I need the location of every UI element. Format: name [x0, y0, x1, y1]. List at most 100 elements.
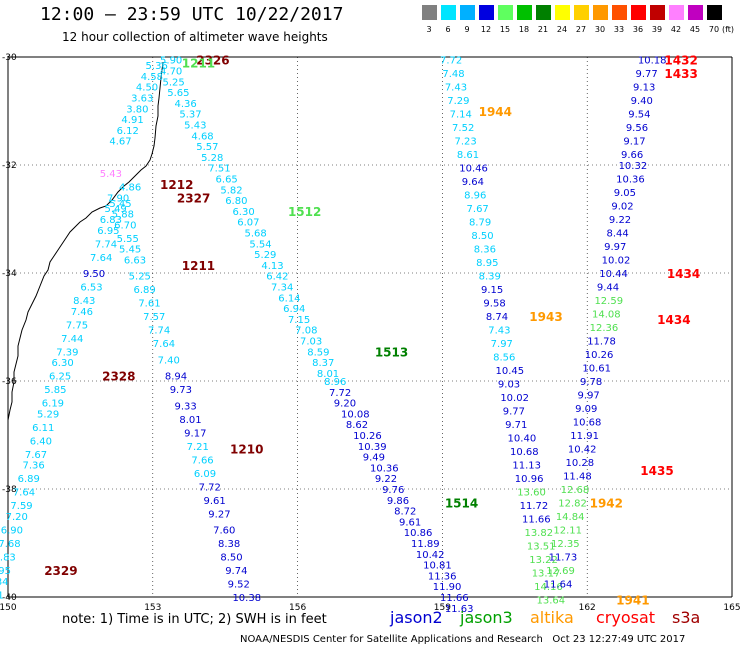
wave-height-value: 7.21 [187, 442, 209, 453]
legend-label: 9 [464, 25, 470, 34]
wave-height-value: 8.79 [469, 218, 491, 229]
wave-height-value: 4.91 [121, 115, 143, 126]
wave-height-value: 9.71 [505, 420, 527, 431]
pass-time-label: 2327 [177, 191, 210, 205]
legend-label: 3 [426, 25, 432, 34]
wave-height-value: 7.60 [213, 526, 235, 537]
wave-height-value: 4.70 [160, 67, 182, 78]
wave-height-value: 10.68 [573, 418, 602, 429]
wave-height-value: 7.44 [61, 334, 83, 345]
wave-height-value: 7.43 [445, 83, 467, 94]
wave-height-value: 6.25 [49, 372, 71, 383]
pass-time-label: 1212 [160, 178, 193, 192]
wave-height-value: 10.39 [358, 442, 387, 453]
wave-height-value: 4.68 [191, 131, 213, 142]
wave-height-value: 9.86 [387, 496, 409, 507]
wave-height-value: 9.73 [170, 385, 192, 396]
wave-height-value: 4.58 [141, 72, 163, 83]
wave-height-value: 4.36 [175, 99, 197, 110]
wave-height-value: 8.96 [324, 377, 346, 388]
wave-height-value: 7.72 [199, 482, 221, 493]
pass-time-label: 1211 [182, 56, 215, 70]
longitude-tick-labels: 150 153 156 159 162 165 [0, 603, 740, 613]
wave-height-value: 7.67 [467, 204, 489, 215]
wave-height-value: 5.54 [249, 239, 271, 250]
wave-height-value: 5.85 [44, 385, 66, 396]
wave-height-value: 9.78 [580, 377, 602, 388]
wave-height-value: 14.84 [556, 512, 585, 523]
legend-label: 39 [651, 25, 663, 34]
wave-height-value: 7.74 [148, 326, 170, 337]
pass-time-label: 1432 [664, 54, 697, 68]
wave-height-value: 10.42 [568, 445, 597, 456]
wave-height-value: 5.36 [146, 61, 168, 72]
wave-height-value: 5.68 [245, 229, 267, 240]
wave-height-value: 7.34 [271, 283, 293, 294]
wave-height-value: 11.66 [440, 593, 469, 604]
wave-height-value: 8.50 [471, 231, 493, 242]
wave-height-value: 9.64 [462, 177, 484, 188]
wave-height-value: 6.19 [42, 399, 64, 410]
wave-height-value: 8.94 [165, 372, 187, 383]
wave-height-value: 10.36 [616, 175, 645, 186]
wave-height-value: 7.66 [191, 455, 213, 466]
wave-height-value: 3.63 [131, 94, 153, 105]
wave-height-value: 11.89 [411, 539, 440, 550]
legend-label: 6 [445, 25, 451, 34]
wave-height-value: 9.33 [175, 401, 197, 412]
wave-height-value: 5.65 [167, 88, 189, 99]
wave-height-value: 8.61 [457, 150, 479, 161]
wave-height-value: 11.63 [445, 604, 474, 615]
pass-time-label: 1434 [657, 313, 690, 327]
wave-height-value: 6.30 [232, 207, 254, 218]
wave-height-value: 4.86 [119, 183, 141, 194]
legend-label: 36 [632, 25, 644, 34]
wave-height-value: 10.26 [585, 350, 614, 361]
legend-swatch [498, 5, 513, 20]
wave-height-value: 7.08 [295, 326, 317, 337]
legend-swatch [517, 5, 532, 20]
wave-height-value: 8.34 [0, 577, 9, 588]
pass-time-label: 1513 [375, 345, 408, 359]
wave-height-value: 14.08 [592, 310, 621, 321]
wave-height-value: 6.80 [225, 196, 247, 207]
wave-height-value: 10.45 [495, 366, 524, 377]
wave-height-value: 10.68 [510, 447, 539, 458]
wave-height-value: 7.72 [440, 56, 462, 67]
wave-height-value: 5.82 [220, 185, 242, 196]
wave-height-value: 7.51 [208, 164, 230, 175]
wave-height-value: 6.95 [97, 226, 119, 237]
legend-label: 12 [480, 25, 492, 34]
latitude-tick-label: -30 [2, 53, 17, 63]
wave-height-value: 4.50 [136, 83, 158, 94]
pass-time-label: 1941 [616, 594, 649, 608]
wave-height-value: 5.25 [129, 272, 151, 283]
note-text: note: 1) Time is in UTC; 2) SWH is in fe… [62, 612, 327, 627]
pass-time-label: 1434 [667, 267, 700, 281]
wave-height-value: 7.74 [95, 239, 117, 250]
wave-height-value: 10.61 [582, 364, 611, 375]
wave-height-value: 4.67 [109, 137, 131, 148]
pass-time-label: 1211 [182, 259, 215, 273]
wave-height-value: 6.30 [51, 358, 73, 369]
wave-height-value: 10.46 [459, 164, 488, 175]
longitude-tick-label: 150 [0, 603, 17, 613]
legend-swatch [707, 5, 722, 20]
wave-height-value: 9.56 [626, 123, 648, 134]
wave-height-value: 9.22 [375, 474, 397, 485]
wave-height-value: 5.43 [100, 169, 122, 180]
wave-height-value: 6.89 [133, 285, 155, 296]
wave-height-value: 11.36 [428, 571, 457, 582]
wave-height-value: 10.02 [500, 393, 529, 404]
wave-height-value: 9.02 [611, 202, 633, 213]
wave-height-value: 9.20 [334, 399, 356, 410]
wave-height-value: 11.90 [433, 582, 462, 593]
wave-height-value: 13.64 [537, 596, 566, 607]
wave-height-value: 12.82 [558, 499, 587, 510]
wave-height-value: 8.38 [218, 539, 240, 550]
latitude-tick-label: -40 [2, 593, 17, 603]
pass-time-label: 2326 [196, 54, 229, 68]
wave-height-value: 11.13 [512, 461, 541, 472]
wave-height-value: 10.81 [423, 561, 452, 572]
legend-swatch [555, 5, 570, 20]
